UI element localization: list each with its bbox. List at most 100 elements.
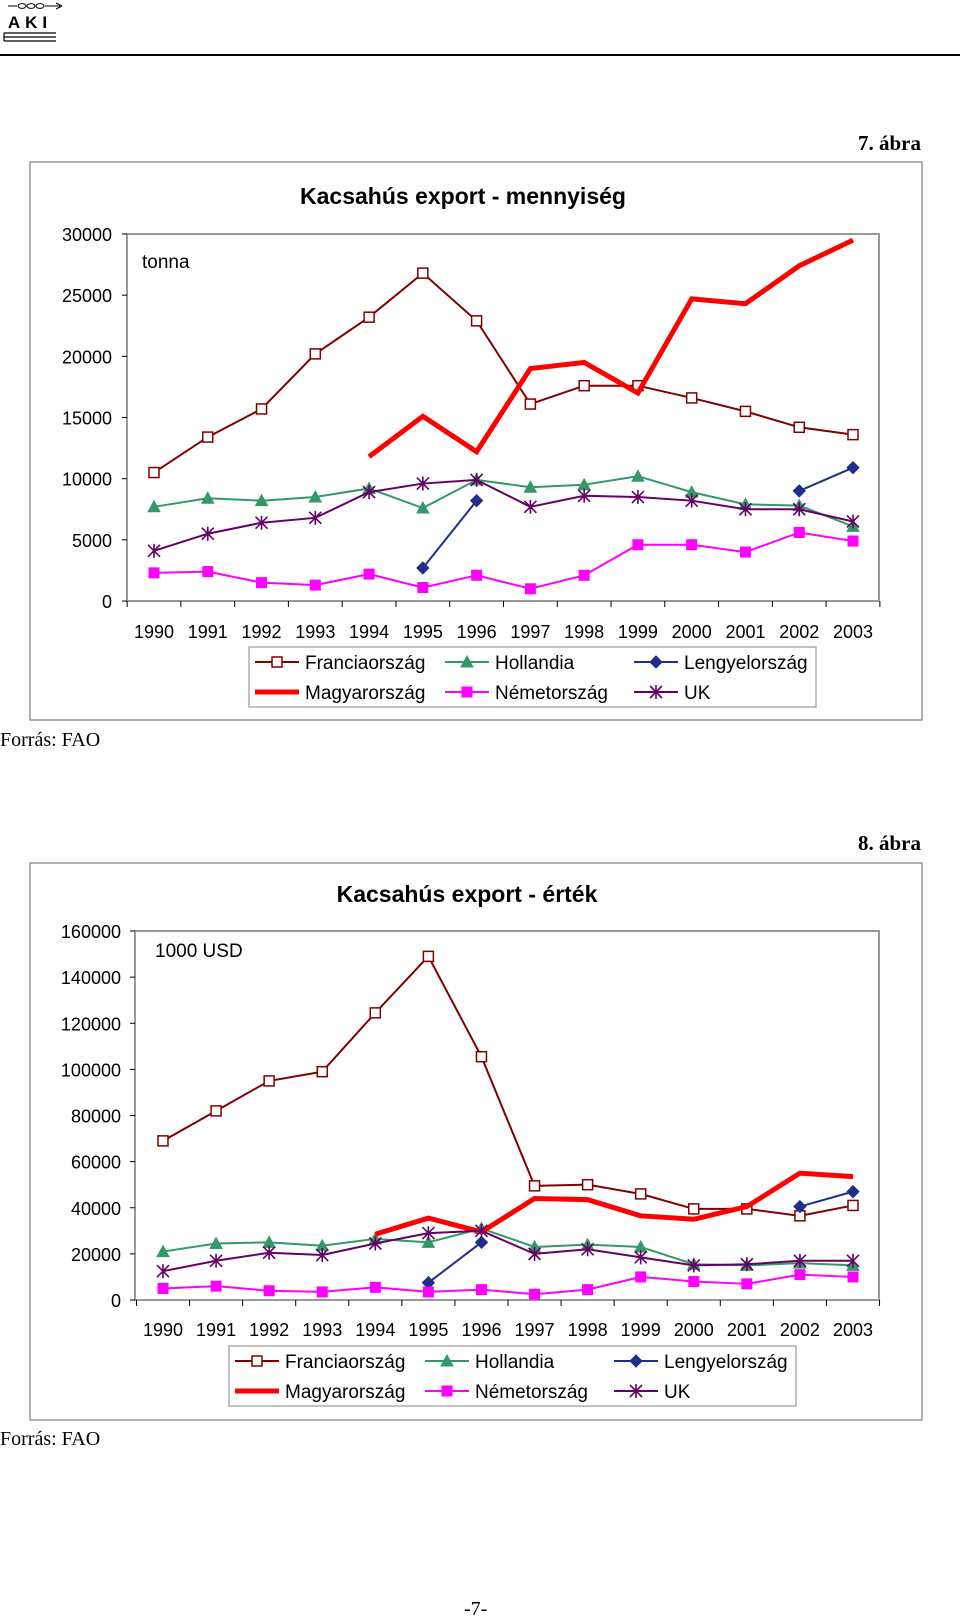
data-point <box>474 1235 489 1250</box>
data-point <box>475 1284 487 1296</box>
data-point <box>309 348 322 360</box>
y-tick-label: 20000 <box>62 347 112 367</box>
x-tick-label: 1995 <box>408 1320 448 1340</box>
data-point <box>793 421 805 434</box>
data-point <box>200 491 215 504</box>
data-point <box>209 1236 223 1249</box>
data-point <box>474 1223 489 1238</box>
data-point <box>202 431 214 443</box>
data-point <box>315 1248 329 1263</box>
x-tick-label: 1999 <box>618 622 658 642</box>
data-point <box>524 583 536 595</box>
series-Németország <box>148 526 859 595</box>
y-tick-label: 30000 <box>62 225 112 245</box>
data-point <box>793 1253 807 1268</box>
series-line <box>153 475 854 528</box>
x-tick-label: 2001 <box>725 622 765 642</box>
data-point <box>793 1199 807 1214</box>
series-Magyarország <box>374 1170 854 1237</box>
legend-marker <box>460 654 474 668</box>
x-tick-label: 2002 <box>779 622 819 642</box>
legend-label: UK <box>664 1382 691 1403</box>
data-point <box>254 493 269 507</box>
figure-source-7: Forrás: FAO <box>0 729 101 751</box>
data-point <box>578 379 590 392</box>
data-point <box>156 1264 170 1279</box>
y-tick-label: 15000 <box>62 409 112 429</box>
data-point <box>523 480 538 493</box>
data-point <box>632 539 644 551</box>
data-point <box>421 1235 436 1248</box>
data-point <box>528 1180 541 1192</box>
data-point <box>470 315 483 327</box>
series-Franciaország <box>148 267 859 479</box>
legend-label: Franciaország <box>305 653 425 674</box>
legend-marker <box>271 656 283 668</box>
y-tick-label: 140000 <box>61 968 121 988</box>
data-point <box>631 469 645 482</box>
series-line <box>427 1241 483 1284</box>
x-tick-label: 2002 <box>780 1320 820 1340</box>
page-number: -7- <box>464 1598 488 1620</box>
data-point <box>368 1236 382 1251</box>
legend-marker <box>629 1384 643 1398</box>
data-point <box>634 1188 647 1200</box>
y-tick-label: 5000 <box>72 531 112 551</box>
data-point <box>738 502 753 517</box>
x-tick-label: 1997 <box>515 1320 555 1340</box>
data-point <box>416 500 430 514</box>
legend-marker <box>629 1354 643 1368</box>
x-tick-label: 1991 <box>188 622 228 642</box>
figure-label-7: 7. ábra <box>858 131 921 155</box>
y-tick-label: 80000 <box>71 1107 121 1127</box>
y-tick-label: 25000 <box>62 286 112 306</box>
data-point <box>210 1280 222 1292</box>
data-point <box>634 1250 648 1265</box>
x-tick-label: 1996 <box>457 622 497 642</box>
series-Lengyelország <box>421 1184 860 1290</box>
data-point <box>309 579 321 591</box>
x-tick-label: 1990 <box>143 1320 183 1340</box>
data-point <box>470 472 484 487</box>
data-point <box>527 1246 542 1261</box>
series-Magyarország <box>367 237 855 459</box>
chart-title: Kacsahús export - mennyiség <box>300 183 626 209</box>
series-line <box>153 531 854 590</box>
plot-area <box>134 930 880 1301</box>
series-line <box>798 466 854 492</box>
logo-text: AKI <box>8 13 52 32</box>
data-point <box>156 1244 170 1258</box>
data-point <box>210 1105 222 1117</box>
x-tick-label: 1992 <box>249 1320 289 1340</box>
data-point <box>846 460 860 475</box>
data-point <box>847 1271 859 1283</box>
figure-label-8: 8. ábra <box>858 831 921 855</box>
y-tick-label: 20000 <box>71 1245 121 1265</box>
x-tick-label: 1992 <box>242 622 282 642</box>
legend-box <box>248 646 817 708</box>
y-tick-label: 10000 <box>62 470 112 490</box>
data-point <box>308 510 322 525</box>
x-tick-label: 2000 <box>672 622 712 642</box>
aki-logo: AKI <box>3 2 63 42</box>
data-point <box>422 1286 434 1298</box>
data-point <box>793 526 805 538</box>
data-point <box>846 1253 860 1268</box>
data-point <box>523 499 537 514</box>
data-point <box>263 1075 275 1087</box>
data-point <box>369 1281 381 1293</box>
series-Németország <box>157 1269 859 1300</box>
data-point <box>578 569 590 581</box>
chart-export-value: Kacsahús export - érték 1000 USD 0 20000 400… <box>29 862 923 1421</box>
legend-label: Lengyelország <box>684 653 808 674</box>
x-tick-label: 1997 <box>510 622 550 642</box>
figure-source-8: Forrás: FAO <box>0 1428 101 1450</box>
series-line <box>162 1273 854 1296</box>
x-tick-label: 1994 <box>349 622 389 642</box>
data-point <box>201 526 215 541</box>
data-point <box>416 561 430 575</box>
legend-label: Magyarország <box>305 683 425 704</box>
data-point <box>846 1184 860 1199</box>
data-point <box>475 1050 488 1063</box>
y-tick-label: 0 <box>111 1291 121 1311</box>
